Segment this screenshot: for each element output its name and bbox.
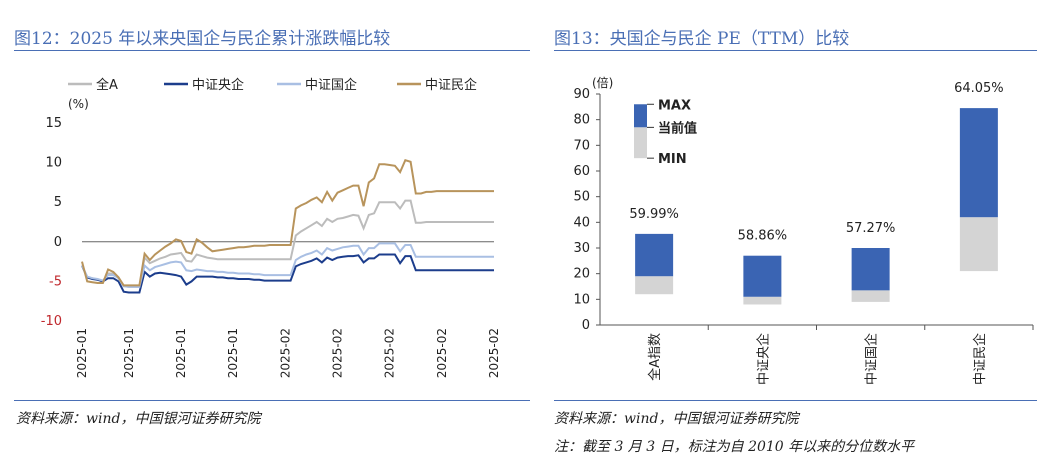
left-chart-title: 图12：2025 年以来央国企与民企累计涨跌幅比较 [14, 29, 391, 49]
series-line-1 [81, 199, 494, 288]
x-tick-label: 2025-02 [278, 328, 292, 378]
right-source-text: 资料来源：wind，中国银河证券研究院 [554, 411, 799, 427]
y-tick-label: -10 [41, 314, 62, 329]
y-tick-label: 50 [573, 190, 590, 205]
percentile-label: 64.05% [954, 81, 1004, 96]
series-line-3 [81, 242, 494, 288]
legend-min-label: MIN [658, 152, 687, 167]
y-axis-unit: (倍) [592, 75, 613, 90]
legend-label-3: 中证国企 [305, 77, 357, 93]
x-tick-label: 2025-01 [174, 328, 188, 378]
bar-chart-pe-comparison: (倍)90 80 70 60 50 40 30 20 10 0 MAX 当前值 MIN 59.99% 全A指… [573, 75, 1034, 385]
right-panel: 图13：央国企与民企 PE（TTM）比较 (倍) 90 80 70 60 50 40 30 20… [548, 0, 1043, 468]
y-tick-label: 60 [573, 164, 590, 179]
x-tick-label: 2025-02 [331, 328, 345, 378]
bar-lower-segment [851, 290, 890, 302]
y-tick-label: 15 [45, 116, 62, 131]
y-tick-label: 10 [573, 292, 590, 307]
y-tick-label: 30 [573, 241, 590, 256]
bar-lower-segment [959, 217, 998, 272]
category-label: 中证民企 [972, 333, 988, 385]
x-tick-label: 2025-01 [122, 328, 136, 378]
percentile-label: 59.99% [629, 207, 679, 222]
x-tick-label: 2025-01 [75, 328, 89, 378]
y-tick-label: 40 [573, 215, 590, 230]
y-tick-label: 5 [54, 195, 62, 210]
right-chart-title: 图13：央国企与民企 PE（TTM）比较 [554, 29, 850, 49]
line-chart-cumulative-returns: 全A 中证央企 中证国企 中证民企 (%) 15 10 5 0 -5 -10 2025-01 2025-… [41, 77, 501, 378]
category-label: 中证国企 [864, 333, 880, 385]
x-tick-label: 2025-02 [435, 328, 449, 378]
bar-upper-segment [959, 108, 998, 218]
y-tick-label: 70 [573, 138, 590, 153]
right-source-rule [554, 400, 1037, 401]
left-source-rule [14, 400, 530, 401]
right-title-rule [554, 50, 1037, 51]
y-tick-label: 10 [45, 156, 62, 171]
legend-label-4: 中证民企 [425, 77, 477, 93]
y-tick-label: 0 [54, 235, 62, 250]
category-label: 中证央企 [755, 333, 771, 385]
y-tick-label: 80 [573, 113, 590, 128]
percentile-label: 57.27% [846, 221, 896, 236]
bar-upper-segment [851, 248, 890, 291]
y-tick-label: 0 [582, 318, 590, 333]
bar-upper-segment [743, 255, 782, 297]
left-title-rule [14, 50, 530, 51]
left-source-text: 资料来源：wind，中国银河证券研究院 [16, 411, 261, 427]
bar-upper-segment [635, 233, 674, 277]
legend-lower-block [634, 127, 647, 159]
x-tick-label: 2025-02 [383, 328, 397, 378]
series-line-2 [81, 253, 494, 294]
series-line-4 [81, 158, 494, 287]
bar-lower-segment [635, 276, 674, 295]
category-label: 全A指数 [647, 333, 663, 381]
x-tick-label: 2025-02 [487, 328, 501, 378]
y-tick-label: 20 [573, 267, 590, 282]
legend-label-1: 全A [96, 77, 118, 93]
legend-label-2: 中证央企 [192, 77, 244, 93]
legend-max-label: MAX [658, 98, 691, 113]
legend-upper-block [634, 104, 647, 128]
bar-lower-segment [743, 296, 782, 305]
legend-current-label: 当前值 [658, 120, 697, 136]
y-tick-label: 90 [573, 87, 590, 102]
y-tick-label: -5 [49, 274, 62, 289]
right-note-text: 注：截至 3 月 3 日，标注为自 2010 年以来的分位数水平 [554, 439, 915, 455]
y-axis-unit: (%) [68, 97, 89, 111]
percentile-label: 58.86% [738, 229, 788, 244]
left-panel: 图12：2025 年以来央国企与民企累计涨跌幅比较 全A 中证央企 中证国企 中证民企… [14, 29, 530, 427]
x-tick-label: 2025-01 [226, 328, 240, 378]
